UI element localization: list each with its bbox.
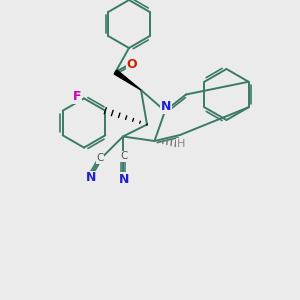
Text: C: C (121, 151, 128, 161)
Text: N: N (119, 172, 130, 186)
Text: N: N (160, 100, 171, 113)
Text: N: N (86, 171, 96, 184)
Text: F: F (73, 90, 82, 104)
Text: H: H (177, 139, 185, 149)
Text: O: O (127, 58, 137, 71)
Polygon shape (114, 70, 141, 90)
Text: C: C (96, 153, 103, 164)
